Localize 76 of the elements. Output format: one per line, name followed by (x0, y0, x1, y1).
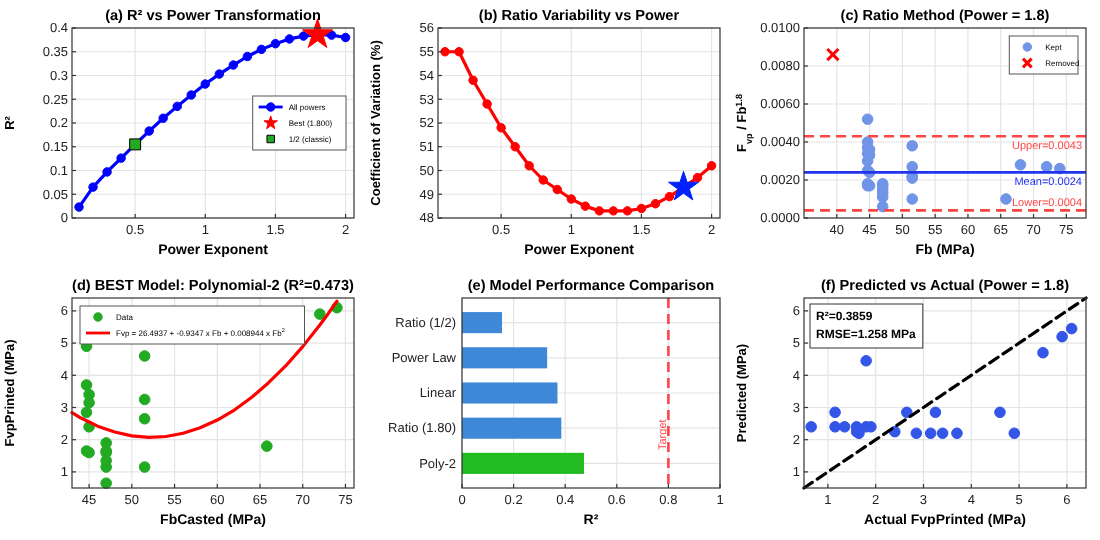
point (829, 421, 841, 433)
point (214, 69, 225, 79)
point (158, 113, 168, 123)
point (1037, 346, 1049, 359)
point (116, 153, 126, 163)
point (936, 427, 949, 440)
point (524, 161, 534, 171)
point (298, 31, 309, 41)
point (454, 47, 464, 57)
point (1008, 427, 1021, 440)
point (861, 113, 874, 125)
point (608, 206, 619, 216)
point (860, 355, 872, 367)
bar (462, 382, 558, 404)
point (566, 194, 577, 204)
point (80, 379, 93, 391)
point (650, 199, 661, 209)
point (668, 170, 700, 201)
point (100, 477, 112, 489)
point (910, 427, 923, 440)
point (552, 184, 562, 195)
point (906, 140, 918, 152)
point (1056, 330, 1068, 343)
bar (462, 347, 548, 369)
point (594, 206, 605, 216)
point (538, 175, 548, 185)
point (838, 421, 851, 433)
point (284, 34, 295, 44)
point (1065, 322, 1078, 335)
point (924, 427, 937, 440)
point (242, 51, 253, 62)
point (74, 202, 84, 212)
point (88, 182, 98, 192)
bar (462, 452, 585, 474)
point (138, 393, 151, 406)
point (636, 203, 647, 214)
point (510, 142, 520, 152)
point (102, 167, 112, 177)
point (929, 406, 942, 419)
point (906, 193, 918, 205)
bar (462, 312, 502, 334)
point (256, 44, 267, 55)
point (144, 126, 154, 136)
point (468, 75, 478, 85)
point (876, 200, 889, 213)
point (496, 123, 506, 133)
point (692, 172, 703, 183)
point (706, 161, 717, 171)
bar (462, 417, 562, 439)
point (622, 206, 633, 216)
point (951, 427, 963, 440)
point (825, 47, 840, 62)
point (261, 440, 273, 452)
point (172, 101, 182, 112)
point (314, 308, 326, 320)
point (302, 18, 334, 48)
point (900, 406, 913, 419)
point (1014, 159, 1027, 171)
point (440, 47, 450, 57)
point (1000, 193, 1012, 205)
point (270, 38, 281, 49)
point (138, 350, 151, 362)
point (138, 461, 151, 473)
point (80, 406, 93, 419)
point (138, 412, 151, 425)
point (664, 191, 675, 202)
point (482, 99, 492, 109)
point (805, 421, 817, 433)
point (340, 32, 351, 43)
point (186, 90, 196, 100)
point (200, 79, 211, 89)
point (228, 60, 239, 70)
point (580, 201, 591, 211)
point (829, 406, 841, 419)
point (994, 406, 1006, 419)
point (326, 30, 337, 40)
